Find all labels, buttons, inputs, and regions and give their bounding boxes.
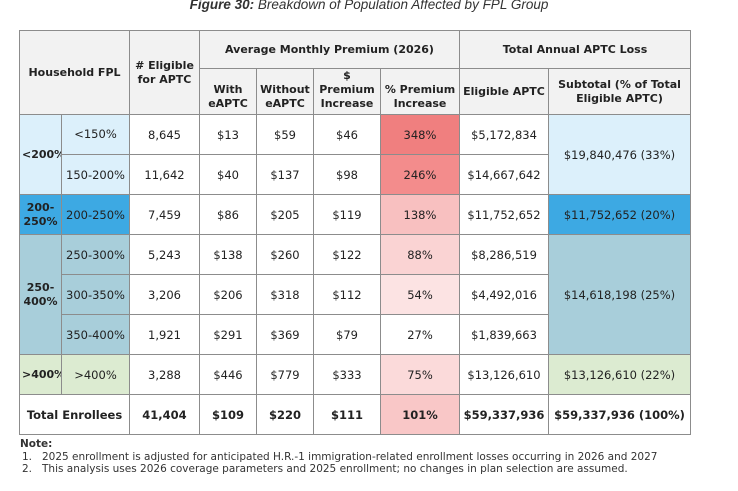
total-without-eaptc: $220 [256, 394, 314, 435]
subtotal-cell: $13,126,610 (22%) [548, 354, 691, 395]
total-dollar-increase: $111 [313, 394, 381, 435]
eligible-header: # Eligible for APTC [129, 30, 200, 115]
figure-caption: Figure 30: Breakdown of Population Affec… [0, 0, 738, 17]
total-subtotal: $59,337,936 (100%) [548, 394, 691, 435]
with-eaptc-cell: $291 [199, 314, 257, 355]
eligible-aptc-cell: $8,286,519 [459, 234, 549, 275]
total-eligible: 41,404 [129, 394, 200, 435]
fpl-cell: >400% [61, 354, 130, 395]
notes-section: Note: 1. 2025 enrollment is adjusted for… [20, 438, 657, 476]
total-with-eaptc: $109 [199, 394, 257, 435]
pct-increase-cell: 246% [380, 154, 460, 195]
fpl-cell: 300-350% [61, 274, 130, 315]
eligible-cell: 8,645 [129, 114, 200, 155]
fpl-cell: 150-200% [61, 154, 130, 195]
group-label-over-400: >400% [19, 354, 62, 395]
without-eaptc-cell: $318 [256, 274, 314, 315]
dollar-increase-cell: $333 [313, 354, 381, 395]
eligible-cell: 7,459 [129, 194, 200, 235]
fpl-cell: 350-400% [61, 314, 130, 355]
subtotal-cell: $19,840,476 (33%) [548, 114, 691, 195]
without-eaptc-header: Without eAPTC [256, 68, 314, 115]
eligible-aptc-cell: $14,667,642 [459, 154, 549, 195]
with-eaptc-cell: $13 [199, 114, 257, 155]
note-text: This analysis uses 2026 coverage paramet… [42, 463, 628, 475]
pct-increase-cell: 75% [380, 354, 460, 395]
fpl-breakdown-table: Household FPL # Eligible for APTC Averag… [19, 30, 691, 435]
dollar-increase-cell: $112 [313, 274, 381, 315]
total-pct-increase: 101% [380, 394, 460, 435]
pct-increase-cell: 138% [380, 194, 460, 235]
total-eligible-aptc: $59,337,936 [459, 394, 549, 435]
eligible-cell: 5,243 [129, 234, 200, 275]
note-number: 2. [22, 463, 33, 475]
pct-increase-cell: 54% [380, 274, 460, 315]
note-item: 2. This analysis uses 2026 coverage para… [20, 463, 657, 476]
figure-number: Figure 30: [189, 0, 255, 12]
note-item: 1. 2025 enrollment is adjusted for antic… [20, 451, 657, 464]
note-text: 2025 enrollment is adjusted for anticipa… [42, 450, 658, 463]
fpl-cell: 200-250% [61, 194, 130, 235]
eligible-aptc-header: Eligible APTC [459, 68, 549, 115]
dollar-increase-cell: $79 [313, 314, 381, 355]
eligible-aptc-cell: $1,839,663 [459, 314, 549, 355]
avg-premium-group-header: Average Monthly Premium (2026) [199, 30, 460, 69]
dollar-increase-cell: $46 [313, 114, 381, 155]
pct-increase-cell: 88% [380, 234, 460, 275]
subtotal-cell: $14,618,198 (25%) [548, 234, 691, 355]
fpl-cell: 250-300% [61, 234, 130, 275]
fpl-cell: <150% [61, 114, 130, 155]
group-label-250-400: 250-400% [19, 234, 62, 355]
table-row: 250-400% 250-300% 5,243 $138 $260 $122 8… [19, 234, 691, 355]
table-row: 150-200% 11,642 $40 $137 $98 246% $14,66… [20, 154, 691, 195]
aptc-loss-group-header: Total Annual APTC Loss [459, 30, 691, 69]
with-eaptc-header: With eAPTC [199, 68, 257, 115]
group-label-200-250: 200-250% [19, 194, 62, 235]
with-eaptc-cell: $446 [199, 354, 257, 395]
without-eaptc-cell: $59 [256, 114, 314, 155]
table-row: 300-350% 3,206 $206 $318 $112 54% $4,492… [20, 274, 691, 315]
subtotal-header: Subtotal (% of Total Eligible APTC) [548, 68, 691, 115]
eligible-cell: 3,206 [129, 274, 200, 315]
household-fpl-header: Household FPL [19, 30, 130, 115]
table-row: >400% >400% 3,288 $446 $779 $333 75% $13… [19, 354, 691, 395]
eligible-cell: 11,642 [129, 154, 200, 195]
total-row: Total Enrollees 41,404 $109 $220 $111 10… [19, 394, 691, 435]
without-eaptc-cell: $260 [256, 234, 314, 275]
eligible-aptc-cell: $13,126,610 [459, 354, 549, 395]
figure-title: Breakdown of Population Affected by FPL … [257, 0, 549, 12]
with-eaptc-cell: $206 [199, 274, 257, 315]
eligible-aptc-cell: $11,752,652 [459, 194, 549, 235]
table-row: 350-400% 1,921 $291 $369 $79 27% $1,839,… [20, 314, 691, 355]
note-number: 1. [22, 450, 33, 463]
eligible-aptc-cell: $5,172,834 [459, 114, 549, 155]
notes-title: Note: [20, 438, 53, 450]
pct-increase-cell: 27% [380, 314, 460, 355]
dollar-increase-cell: $122 [313, 234, 381, 275]
table-row: 200-250% 200-250% 7,459 $86 $205 $119 13… [19, 194, 691, 235]
with-eaptc-cell: $40 [199, 154, 257, 195]
with-eaptc-cell: $86 [199, 194, 257, 235]
pct-increase-cell: 348% [380, 114, 460, 155]
without-eaptc-cell: $205 [256, 194, 314, 235]
subtotal-cell: $11,752,652 (20%) [548, 194, 691, 235]
dollar-increase-header: $ Premium Increase [313, 68, 381, 115]
without-eaptc-cell: $779 [256, 354, 314, 395]
eligible-cell: 1,921 [129, 314, 200, 355]
total-label: Total Enrollees [19, 394, 130, 435]
dollar-increase-cell: $119 [313, 194, 381, 235]
dollar-increase-cell: $98 [313, 154, 381, 195]
with-eaptc-cell: $138 [199, 234, 257, 275]
without-eaptc-cell: $137 [256, 154, 314, 195]
eligible-aptc-cell: $4,492,016 [459, 274, 549, 315]
pct-increase-header: % Premium Increase [380, 68, 460, 115]
without-eaptc-cell: $369 [256, 314, 314, 355]
eligible-cell: 3,288 [129, 354, 200, 395]
group-label-under-200: <200% [19, 114, 62, 195]
table-row: <200% <150% 8,645 $13 $59 $46 348% $5,17… [19, 114, 691, 195]
